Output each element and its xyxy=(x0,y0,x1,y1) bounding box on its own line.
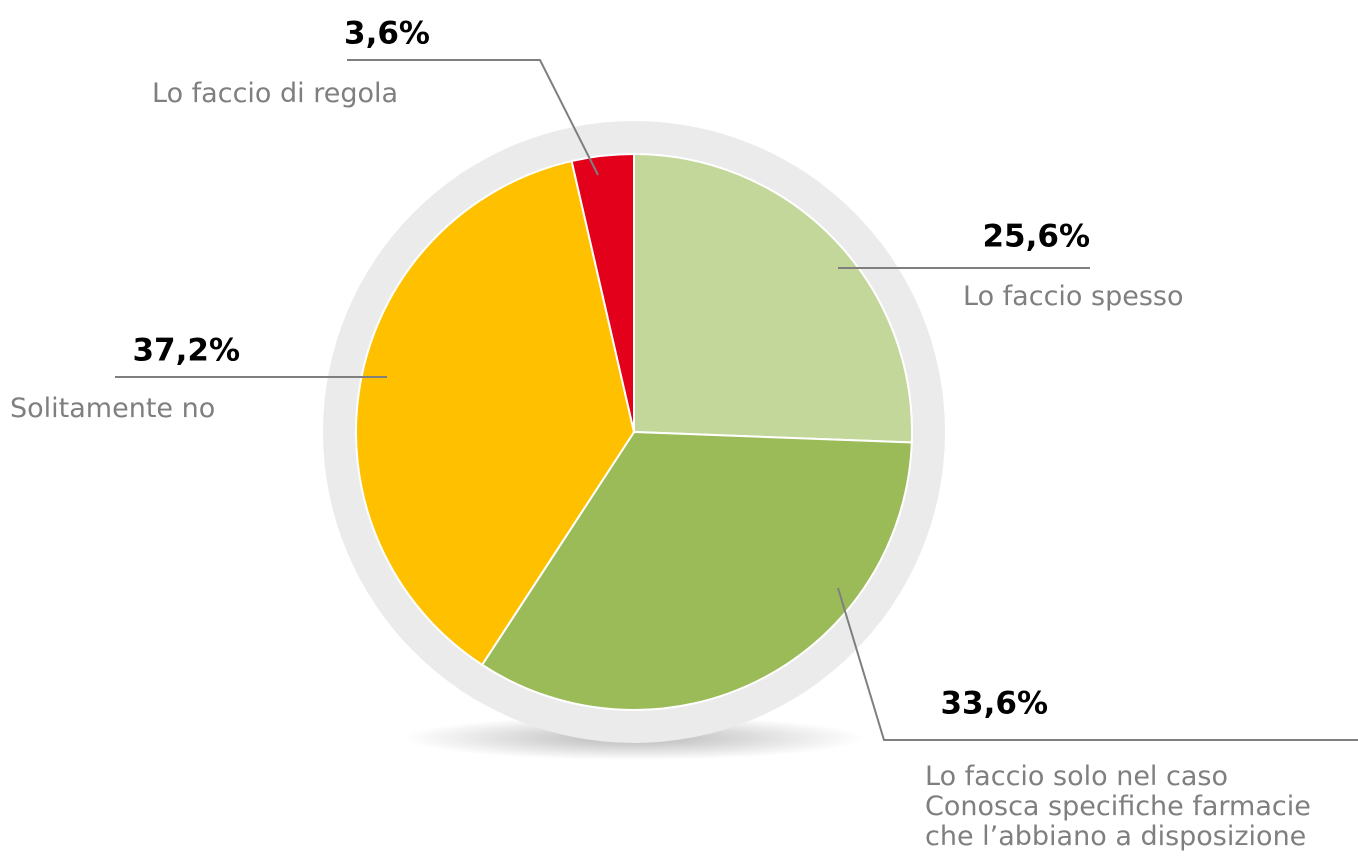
data-label: 37,2% xyxy=(132,333,240,369)
data-label: 3,6% xyxy=(344,16,430,52)
pie-slice xyxy=(355,159,636,667)
pie-slice xyxy=(570,152,635,433)
category-label: Lo faccio di regola xyxy=(152,78,399,109)
leader-line xyxy=(837,587,1358,741)
category-label: Solitamente no xyxy=(10,393,216,424)
category-label: Lo faccio spesso xyxy=(963,281,1184,312)
leader-line xyxy=(347,59,599,176)
pie-slice xyxy=(633,152,913,444)
category-label: Lo faccio solo nel caso Conosca specific… xyxy=(925,761,1311,852)
data-label: 25,6% xyxy=(982,219,1090,255)
data-label: 33,6% xyxy=(940,686,1048,722)
